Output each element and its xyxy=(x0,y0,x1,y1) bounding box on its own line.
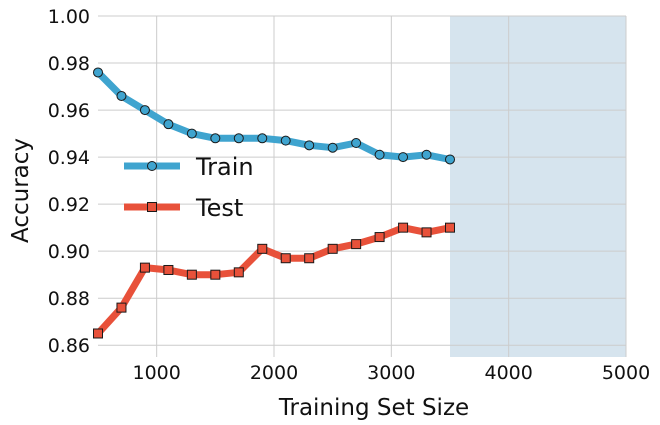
test-series-line xyxy=(94,224,454,337)
test-data-point xyxy=(374,232,385,243)
x-axis-label: Training Set Size xyxy=(278,395,469,421)
legend-test-marker xyxy=(147,202,157,212)
legend-test-label: Test xyxy=(195,194,243,222)
train-data-point xyxy=(421,149,432,160)
train-data-point xyxy=(139,105,150,116)
y-tick-label: 0.92 xyxy=(48,194,90,216)
x-tick-label: 1000 xyxy=(132,362,180,384)
train-data-point xyxy=(257,133,268,144)
train-data-point xyxy=(93,67,103,78)
train-data-point xyxy=(280,135,291,146)
train-data-point xyxy=(327,142,338,153)
test-data-point xyxy=(327,243,338,254)
train-data-point xyxy=(116,90,127,101)
test-data-point xyxy=(280,253,291,264)
train-data-point xyxy=(351,137,362,148)
train-data-point xyxy=(210,133,221,144)
train-series-line xyxy=(94,68,454,163)
test-data-point xyxy=(163,264,174,275)
test-data-point xyxy=(304,253,315,264)
test-data-point xyxy=(398,222,409,233)
y-tick-label: 0.98 xyxy=(48,53,90,75)
legend-train-marker xyxy=(147,161,157,171)
x-tick-label: 2000 xyxy=(250,362,298,384)
test-data-point xyxy=(257,243,268,254)
test-data-point xyxy=(210,269,221,280)
test-data-point xyxy=(139,262,150,273)
test-data-point xyxy=(93,328,103,339)
x-tick-label: 5000 xyxy=(602,362,650,384)
y-axis-label: Accuracy xyxy=(8,138,34,243)
y-tick-label: 0.94 xyxy=(48,147,90,169)
test-data-point xyxy=(351,239,362,250)
shaded-region xyxy=(450,16,626,357)
train-data-point xyxy=(445,154,455,165)
train-data-point xyxy=(304,140,315,151)
y-tick-label: 0.88 xyxy=(48,288,90,310)
legend-train-label: Train xyxy=(195,153,254,181)
train-data-point xyxy=(163,119,174,130)
y-tick-label: 0.86 xyxy=(48,335,90,357)
y-tick-label: 0.90 xyxy=(48,241,90,263)
train-data-point xyxy=(186,128,197,139)
y-tick-label: 0.96 xyxy=(48,100,90,122)
train-data-point xyxy=(398,152,409,163)
test-data-point xyxy=(421,227,432,238)
train-data-point xyxy=(233,133,244,144)
x-tick-label: 3000 xyxy=(367,362,415,384)
y-tick-label: 1.00 xyxy=(48,6,90,28)
train-data-point xyxy=(374,149,385,160)
test-data-point xyxy=(186,269,197,280)
x-tick-label: 4000 xyxy=(484,362,532,384)
test-data-point xyxy=(116,302,127,313)
test-data-point xyxy=(445,222,455,233)
test-data-point xyxy=(233,267,244,278)
